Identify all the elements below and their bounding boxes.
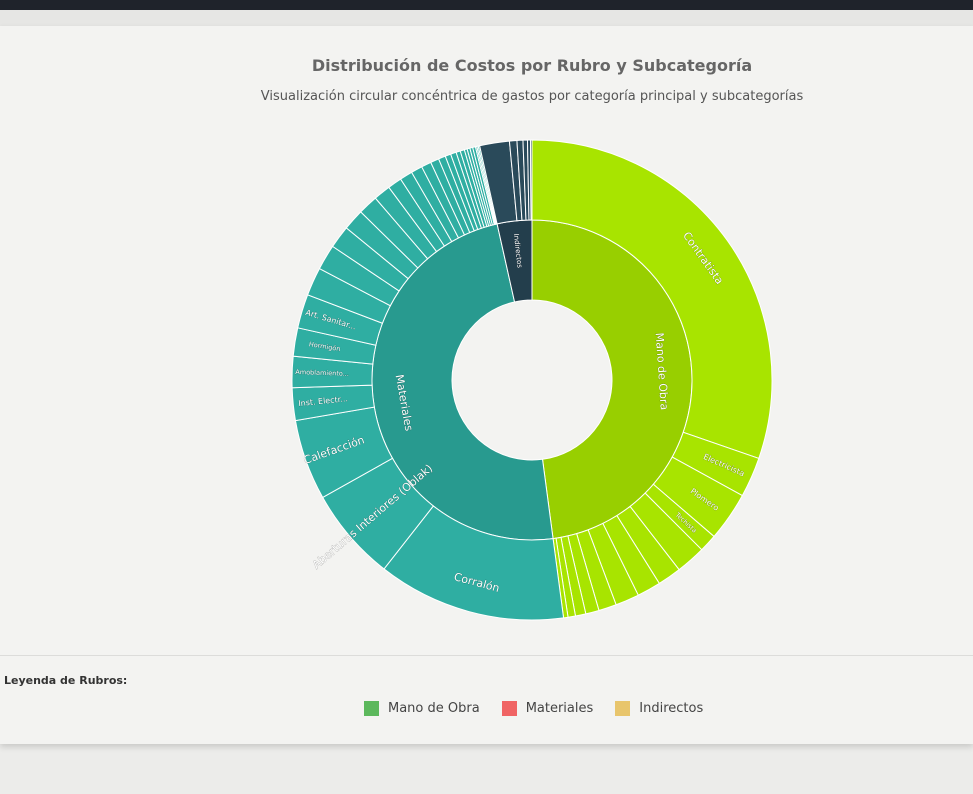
- outer-segment-indirectos-5[interactable]: [529, 139, 533, 221]
- chart-subtitle: Visualización circular concéntrica de ga…: [260, 89, 804, 104]
- inner-label-mano-de-obra: Mano de Obra: [653, 332, 671, 410]
- toolbar-strip: [0, 10, 973, 26]
- legend-title: Leyenda de Rubros:: [4, 674, 128, 687]
- window-top-bar: [0, 0, 973, 10]
- chart-title: Distribución de Costos por Rubro y Subca…: [311, 56, 753, 75]
- outer-label-amoblamiento: Amoblamiento...: [295, 368, 349, 378]
- legend-swatch: [364, 701, 379, 716]
- legend-swatch: [615, 701, 631, 716]
- legend-label: Mano de Obra: [388, 701, 480, 716]
- legend-swatch: [501, 701, 517, 716]
- legend-label: Indirectos: [639, 701, 704, 716]
- legend-item-indirectos[interactable]: Indirectos: [615, 701, 703, 716]
- legend: Mano de Obra Materiales Indirectos: [364, 701, 703, 716]
- legend-item-materiales[interactable]: Materiales: [501, 701, 594, 716]
- legend-label: Materiales: [525, 701, 594, 716]
- outer-segment-mano-de-obra-0[interactable]: [531, 139, 773, 460]
- legend-divider: [0, 655, 973, 656]
- legend-item-mano-de-obra[interactable]: Mano de Obra: [364, 701, 480, 716]
- sunburst-chart: Mano de ObraContratistaElectricistaPlome…: [291, 139, 773, 621]
